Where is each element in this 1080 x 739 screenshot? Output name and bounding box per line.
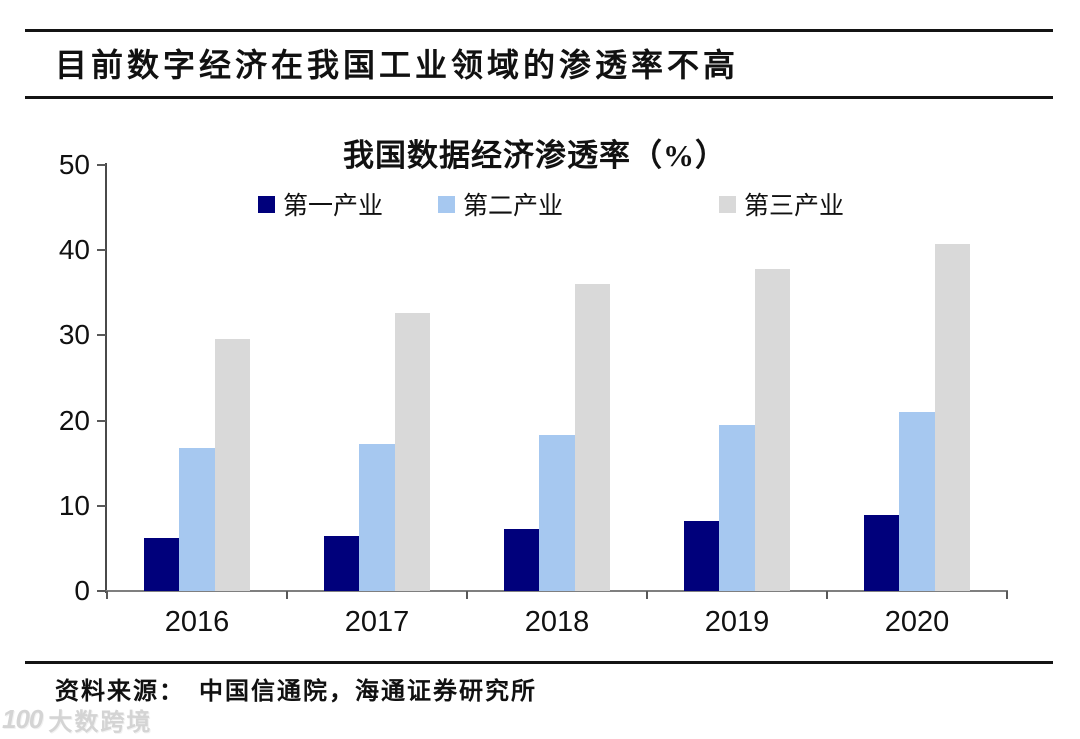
bar-第二产业-2017 xyxy=(359,444,395,591)
bar-第二产业-2016 xyxy=(179,447,215,591)
chart-title: 我国数据经济渗透率（%） xyxy=(343,138,727,173)
bar-第二产业-2020 xyxy=(899,412,935,591)
x-tick-mark xyxy=(1006,591,1008,599)
bar-第三产业-2018 xyxy=(574,284,611,591)
legend-swatch xyxy=(719,195,736,213)
legend-label: 第二产业 xyxy=(463,193,564,220)
legend-item-第二产业: 第二产业 xyxy=(438,186,563,222)
y-tick-mark xyxy=(97,504,106,507)
y-tick-mark xyxy=(97,249,106,252)
legend-item-第三产业: 第三产业 xyxy=(719,186,844,222)
x-axis-label-2017: 2017 xyxy=(344,606,410,638)
legend-swatch xyxy=(438,195,455,213)
x-axis-label-2016: 2016 xyxy=(164,606,230,638)
x-axis-label-2020: 2020 xyxy=(884,606,950,638)
bar-第一产业-2016 xyxy=(144,538,180,591)
bar-第二产业-2018 xyxy=(539,435,575,591)
bar-第三产业-2017 xyxy=(394,313,431,591)
x-axis-line xyxy=(106,590,1008,592)
x-tick-mark xyxy=(466,591,468,599)
source-note: 资料来源： 中国信通院，海通证券研究所 xyxy=(55,679,537,705)
y-tick-mark xyxy=(97,590,106,592)
bar-第三产业-2020 xyxy=(934,244,971,591)
bar-第三产业-2016 xyxy=(214,338,251,591)
x-axis-label-2018: 2018 xyxy=(524,606,590,638)
bar-第一产业-2019 xyxy=(684,521,720,591)
y-tick-mark xyxy=(97,419,106,422)
x-tick-mark xyxy=(286,591,288,599)
x-tick-mark xyxy=(826,591,828,599)
x-tick-mark xyxy=(646,591,648,599)
watermark-text: 大数跨境 xyxy=(48,710,153,736)
bar-第一产业-2017 xyxy=(324,535,360,591)
y-tick-mark xyxy=(97,164,106,166)
footer-rule xyxy=(25,661,1053,664)
bar-第一产业-2018 xyxy=(504,528,540,591)
y-tick-label: 30 xyxy=(58,319,90,351)
bar-第一产业-2020 xyxy=(864,515,900,591)
y-tick-label: 50 xyxy=(58,149,90,180)
x-axis-label-2019: 2019 xyxy=(704,606,770,638)
y-tick-label: 20 xyxy=(58,404,90,436)
bar-第三产业-2019 xyxy=(754,268,791,591)
header-rule-top xyxy=(25,29,1053,32)
x-tick-mark xyxy=(106,591,108,599)
y-tick-label: 10 xyxy=(58,489,90,521)
bar-第二产业-2019 xyxy=(719,424,755,591)
legend-item-第一产业: 第一产业 xyxy=(258,186,383,222)
legend-label: 第一产业 xyxy=(283,193,384,220)
page-title: 目前数字经济在我国工业领域的渗透率不高 xyxy=(55,47,740,83)
header-rule-bottom xyxy=(25,96,1053,99)
y-axis-line xyxy=(105,163,107,593)
y-tick-label: 0 xyxy=(74,575,90,606)
watermark-logo: 100 xyxy=(2,704,43,734)
legend-label: 第三产业 xyxy=(744,193,845,220)
y-tick-label: 40 xyxy=(58,234,90,266)
watermark: 100 大数跨境 xyxy=(2,702,152,737)
legend-swatch xyxy=(258,195,275,213)
y-tick-mark xyxy=(97,334,106,337)
